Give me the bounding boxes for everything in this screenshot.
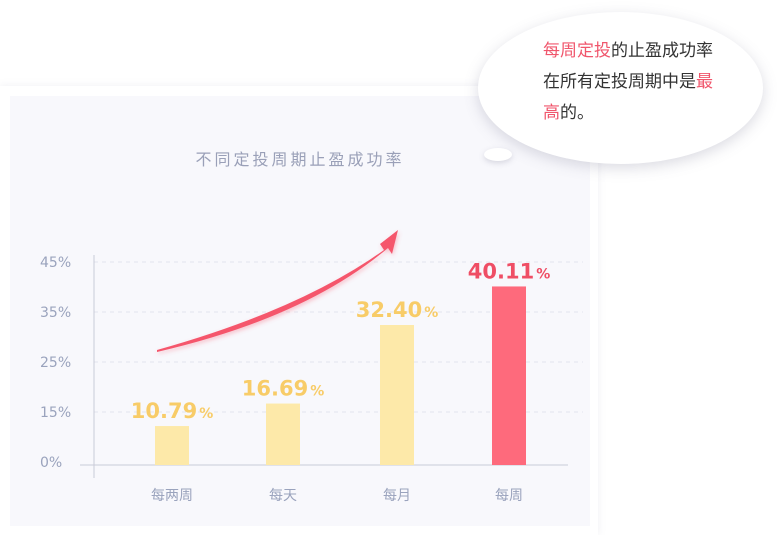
data-label-value: 10.79 bbox=[131, 399, 197, 423]
callout-text-end: 的。 bbox=[560, 103, 594, 123]
data-label: 10.79% bbox=[131, 399, 213, 423]
callout-highlight-highest: 最高 bbox=[543, 72, 713, 123]
trend-arrow-icon bbox=[157, 230, 398, 352]
callout-highlight-weekly: 每周定投 bbox=[543, 41, 611, 61]
y-tick-label: 25% bbox=[40, 355, 71, 371]
y-tick-label: 0% bbox=[40, 455, 62, 471]
bar bbox=[266, 403, 300, 465]
chart-title: 不同定投周期止盈成功率 bbox=[195, 150, 405, 169]
callout-bubble-tail bbox=[484, 148, 512, 161]
data-label: 40.11% bbox=[468, 259, 550, 283]
data-label-unit: % bbox=[424, 305, 438, 321]
data-label-unit: % bbox=[199, 406, 213, 422]
data-label-value: 40.11 bbox=[468, 259, 534, 283]
callout-bubble bbox=[478, 12, 763, 164]
data-label-value: 16.69 bbox=[242, 377, 308, 401]
bar bbox=[155, 426, 189, 465]
y-tick-label: 15% bbox=[40, 405, 71, 421]
x-tick-label: 每月 bbox=[383, 488, 411, 504]
data-label-unit: % bbox=[536, 266, 550, 282]
bar bbox=[492, 286, 526, 465]
x-tick-label: 每周 bbox=[495, 488, 523, 504]
data-label-value: 32.40 bbox=[356, 298, 422, 322]
x-tick-label: 每天 bbox=[269, 488, 297, 504]
data-label: 32.40% bbox=[356, 298, 438, 322]
callout-text-body: 的止盈成功率在所有定投周期中是 bbox=[543, 41, 713, 92]
y-tick-label: 45% bbox=[40, 255, 71, 271]
y-tick-label: 35% bbox=[40, 305, 71, 321]
bar bbox=[380, 325, 414, 465]
data-label: 16.69% bbox=[242, 377, 324, 401]
x-tick-label: 每两周 bbox=[151, 488, 193, 504]
callout-text: 每周定投的止盈成功率在所有定投周期中是最高的。 bbox=[543, 36, 718, 129]
data-label-unit: % bbox=[310, 384, 324, 400]
